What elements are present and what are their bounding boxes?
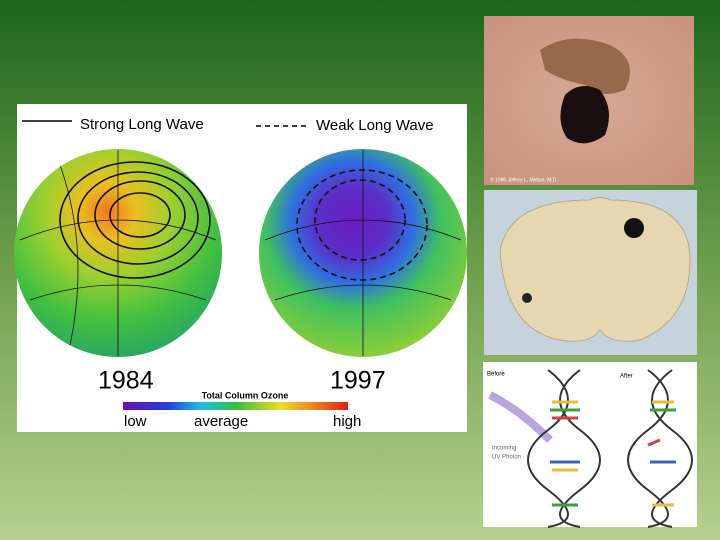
lesion-2 — [522, 293, 532, 303]
photon-line: UV Photon — [492, 455, 521, 461]
scale-average: average — [194, 413, 248, 430]
year-left: 1984 — [98, 367, 154, 395]
base-pairs — [550, 400, 676, 507]
before-label: Before — [487, 372, 505, 378]
lesion-core — [560, 86, 609, 144]
brain-slice — [499, 197, 691, 342]
dna-image: Before After Incoming UV Photon — [483, 362, 697, 528]
ozone-image: Strong Long Wave Weak Long Wave 1984 199… — [14, 104, 467, 432]
lesion-rim — [540, 38, 630, 94]
scale-title: Total Column Ozone — [202, 390, 289, 400]
after-label: After — [620, 374, 633, 380]
globe-1984-contours — [19, 150, 217, 356]
year-right: 1997 — [330, 367, 386, 395]
photon-arrow — [488, 391, 553, 443]
strong-label: Strong Long Wave — [80, 116, 204, 133]
scale-high: high — [333, 413, 361, 430]
weak-label: Weak Long Wave — [316, 117, 434, 134]
lesion-1 — [624, 218, 644, 238]
helix-after — [627, 369, 693, 528]
melanoma-image: © 1996 Jeffrey L. Melton, M.D. — [484, 16, 694, 185]
globe-1997-contours — [264, 150, 462, 356]
helix-before — [527, 369, 601, 528]
photon-line: Incoming — [492, 446, 516, 452]
scale-low: low — [124, 413, 147, 430]
photo-credit: © 1996 Jeffrey L. Melton, M.D. — [490, 176, 558, 183]
color-scale — [123, 402, 348, 410]
brain-image — [484, 190, 697, 355]
